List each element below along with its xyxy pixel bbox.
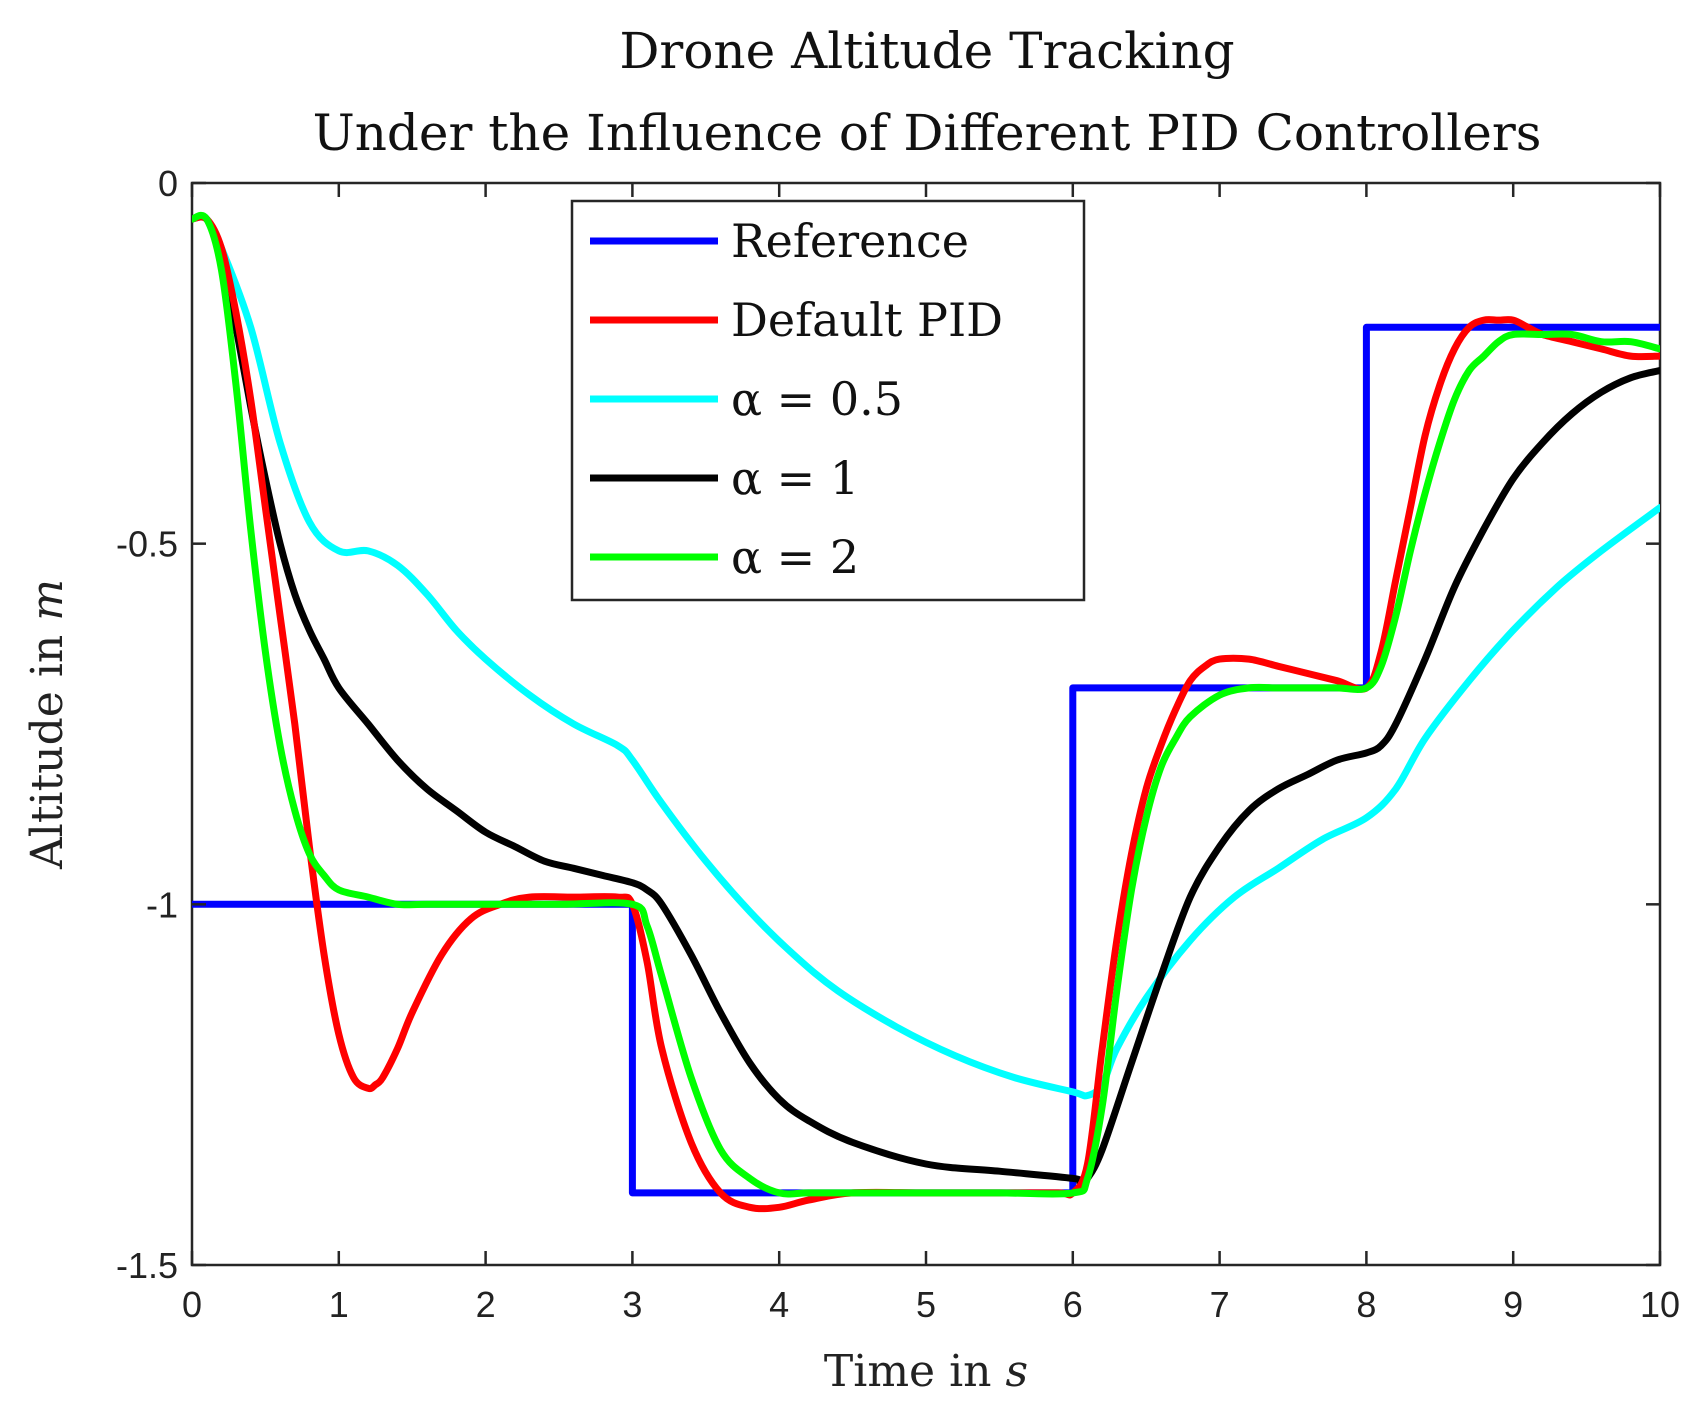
y-tick-label: -1 — [146, 884, 178, 925]
legend-label-reference: Reference — [731, 214, 969, 268]
legend-label-default-pid: Default PID — [731, 293, 1003, 347]
y-axis-label-var: m — [22, 579, 73, 621]
y-axis: 0 -0.5 -1 -1.5 — [116, 163, 1660, 1286]
x-tick-label: 10 — [1640, 1284, 1680, 1325]
x-tick-label: 1 — [329, 1284, 349, 1325]
series-line-reference — [192, 323, 1660, 1197]
chart-title-line-2: Under the Influence of Different PID Con… — [313, 104, 1542, 162]
x-axis-label: Time in s — [824, 1346, 1028, 1397]
x-axis: 0 1 2 3 4 5 6 7 8 9 10 — [182, 183, 1680, 1325]
x-axis-label-var: s — [1005, 1346, 1028, 1397]
series-line-alpha-2 — [192, 211, 1660, 1198]
series-line-alpha-0-5 — [192, 213, 1660, 1100]
chart-title-line-1: Drone Altitude Tracking — [619, 22, 1234, 80]
y-tick-label: -0.5 — [116, 524, 178, 565]
y-axis-label: Altitude in m — [22, 579, 73, 870]
y-axis-label-text: Altitude in — [22, 635, 73, 870]
x-tick-label: 7 — [1210, 1284, 1230, 1325]
x-tick-label: 2 — [476, 1284, 496, 1325]
x-tick-label: 5 — [916, 1284, 936, 1325]
series-group — [192, 211, 1660, 1213]
x-tick-label: 8 — [1356, 1284, 1376, 1325]
x-tick-label: 0 — [182, 1284, 202, 1325]
x-tick-label: 3 — [622, 1284, 642, 1325]
y-tick-label: 0 — [158, 163, 178, 204]
legend-label-alpha-1: α = 1 — [731, 451, 859, 505]
x-tick-label: 9 — [1503, 1284, 1523, 1325]
x-axis-label-text: Time in — [824, 1346, 992, 1397]
legend: Reference Default PID α = 0.5 α = 1 α = 2 — [570, 199, 1086, 602]
x-tick-label: 6 — [1063, 1284, 1083, 1325]
legend-label-alpha-2: α = 2 — [731, 530, 859, 584]
series-line-alpha-1 — [192, 212, 1660, 1186]
y-tick-label: -1.5 — [116, 1245, 178, 1286]
x-tick-label: 4 — [769, 1284, 789, 1325]
legend-label-alpha-0-5: α = 0.5 — [731, 372, 903, 426]
